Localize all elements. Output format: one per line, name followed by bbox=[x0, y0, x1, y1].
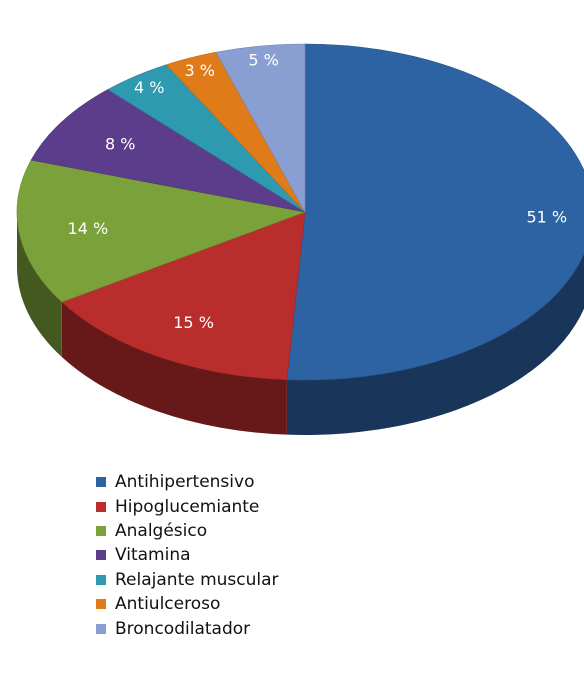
slice-label-analgesico: 14 % bbox=[68, 219, 109, 238]
slice-label-vitamina: 8 % bbox=[105, 135, 135, 154]
slice-vitamina bbox=[30, 89, 306, 213]
pie-chart: 51 % 15 % 14 % 8 % 4 % 3 % 5 % bbox=[16, 43, 584, 435]
legend-swatch bbox=[96, 550, 106, 561]
legend-item-antiulceroso: Antiulceroso bbox=[96, 592, 279, 616]
slice-antihipertensivo bbox=[286, 43, 584, 381]
legend-label: Broncodilatador bbox=[115, 618, 251, 639]
slice-hipoglucemiante bbox=[61, 211, 306, 380]
legend: Antihipertensivo Hipoglucemiante Analgésic… bbox=[96, 470, 279, 641]
slice-label-antiulceroso: 3 % bbox=[185, 61, 215, 80]
legend-item-broncodilatador: Broncodilatador bbox=[96, 616, 279, 640]
slice-side-antihipertensivo bbox=[286, 253, 584, 435]
legend-label: Relajante muscular bbox=[115, 569, 279, 590]
legend-label: Antihipertensivo bbox=[115, 472, 255, 493]
legend-swatch bbox=[96, 574, 106, 585]
slice-label-relajante-muscular: 4 % bbox=[134, 78, 164, 97]
slice-label-antihipertensivo: 51 % bbox=[526, 207, 567, 226]
slice-analgesico bbox=[16, 159, 307, 303]
legend-swatch bbox=[96, 599, 106, 610]
slice-side-analgesico bbox=[17, 212, 62, 358]
legend-item-vitamina: Vitamina bbox=[96, 543, 279, 567]
legend-swatch bbox=[96, 623, 106, 634]
slice-label-broncodilatador: 5 % bbox=[248, 50, 278, 69]
legend-label: Vitamina bbox=[115, 545, 191, 566]
slice-side-hipoglucemiante bbox=[61, 302, 287, 435]
legend-swatch bbox=[96, 525, 106, 536]
pie-sides bbox=[17, 212, 584, 435]
legend-label: Antiulceroso bbox=[115, 594, 221, 615]
slice-labels: 51 % 15 % 14 % 8 % 4 % 3 % 5 % bbox=[68, 50, 568, 332]
legend-item-antihipertensivo: Antihipertensivo bbox=[96, 470, 279, 494]
legend-item-analgesico: Analgésico bbox=[96, 519, 279, 543]
pie-slices bbox=[16, 43, 584, 381]
slice-broncodilatador bbox=[215, 43, 306, 214]
legend-item-relajante-muscular: Relajante muscular bbox=[96, 568, 279, 592]
legend-label: Analgésico bbox=[115, 520, 208, 541]
legend-swatch bbox=[96, 501, 106, 512]
legend-swatch bbox=[96, 477, 106, 488]
legend-label: Hipoglucemiante bbox=[115, 496, 260, 517]
slice-label-hipoglucemiante: 15 % bbox=[173, 313, 214, 332]
legend-item-hipoglucemiante: Hipoglucemiante bbox=[96, 494, 279, 518]
